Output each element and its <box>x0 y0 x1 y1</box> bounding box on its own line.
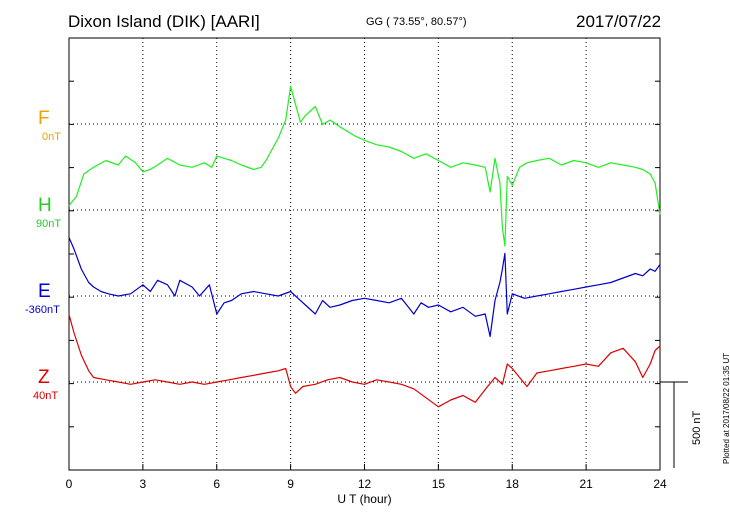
series-line-h <box>68 85 661 247</box>
component-z-label: Z <box>38 367 50 388</box>
component-f-baseline: 0nT <box>42 131 61 143</box>
series-line-z <box>68 314 661 408</box>
component-e-baseline: -360nT <box>25 304 60 316</box>
plot-date: 2017/07/22 <box>576 12 662 31</box>
component-z-baseline: 40nT <box>33 390 59 402</box>
series-line-e <box>68 237 661 338</box>
x-tick-label: 9 <box>287 477 294 491</box>
geographic-coordinates: GG ( 73.55°, 80.57°) <box>366 16 467 28</box>
x-tick-label: 21 <box>579 477 593 491</box>
x-tick-label: 3 <box>140 477 147 491</box>
x-tick-label: 12 <box>358 477 372 491</box>
x-axis-label: U T (hour) <box>337 492 391 506</box>
component-h-baseline: 90nT <box>36 218 62 230</box>
component-h-label: H <box>38 195 52 216</box>
x-tick-label: 0 <box>66 477 73 491</box>
x-tick-label: 24 <box>653 477 667 491</box>
component-e-label: E <box>38 281 51 302</box>
component-f-label: F <box>38 108 50 129</box>
x-tick-label: 15 <box>432 477 446 491</box>
station-title: Dixon Island (DIK) [AARI] <box>68 12 260 31</box>
x-tick-label: 6 <box>213 477 220 491</box>
x-tick-label: 18 <box>506 477 520 491</box>
